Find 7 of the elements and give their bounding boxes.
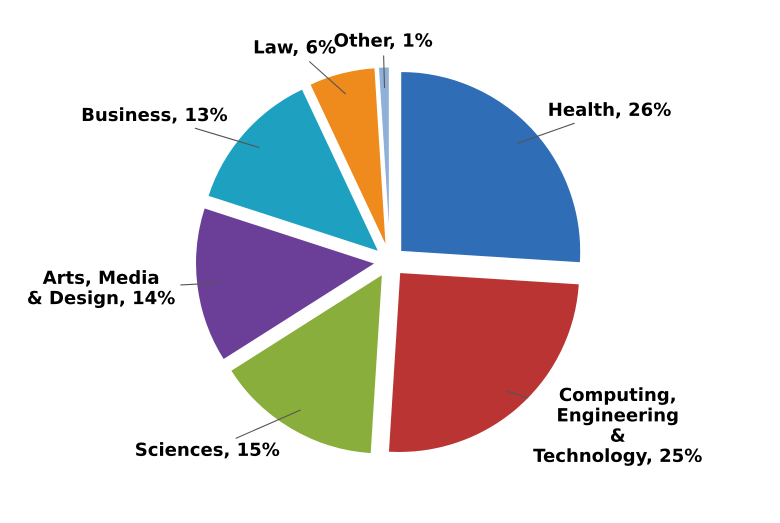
slice-label: Sciences, 15% [136,442,280,458]
slice-label: Health, 26% [549,102,671,118]
slice-label: Computing, Engineering & Technology, 25% [533,387,702,466]
slice-label: Business, 13% [82,107,228,124]
slice-label: Arts, Media & Design, 14% [28,270,175,308]
slice-label: Law, 6% [254,40,336,56]
slice-label: Other, 1% [334,32,432,50]
